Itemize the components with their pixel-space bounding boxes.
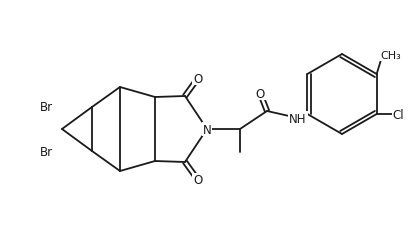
Text: O: O	[193, 72, 202, 85]
Text: O: O	[255, 87, 265, 100]
Text: Br: Br	[39, 100, 53, 113]
Text: N: N	[202, 123, 211, 136]
Text: CH₃: CH₃	[381, 51, 401, 61]
Text: O: O	[193, 174, 202, 187]
Text: Br: Br	[39, 146, 53, 159]
Text: NH: NH	[289, 112, 307, 125]
Text: Cl: Cl	[393, 108, 404, 121]
